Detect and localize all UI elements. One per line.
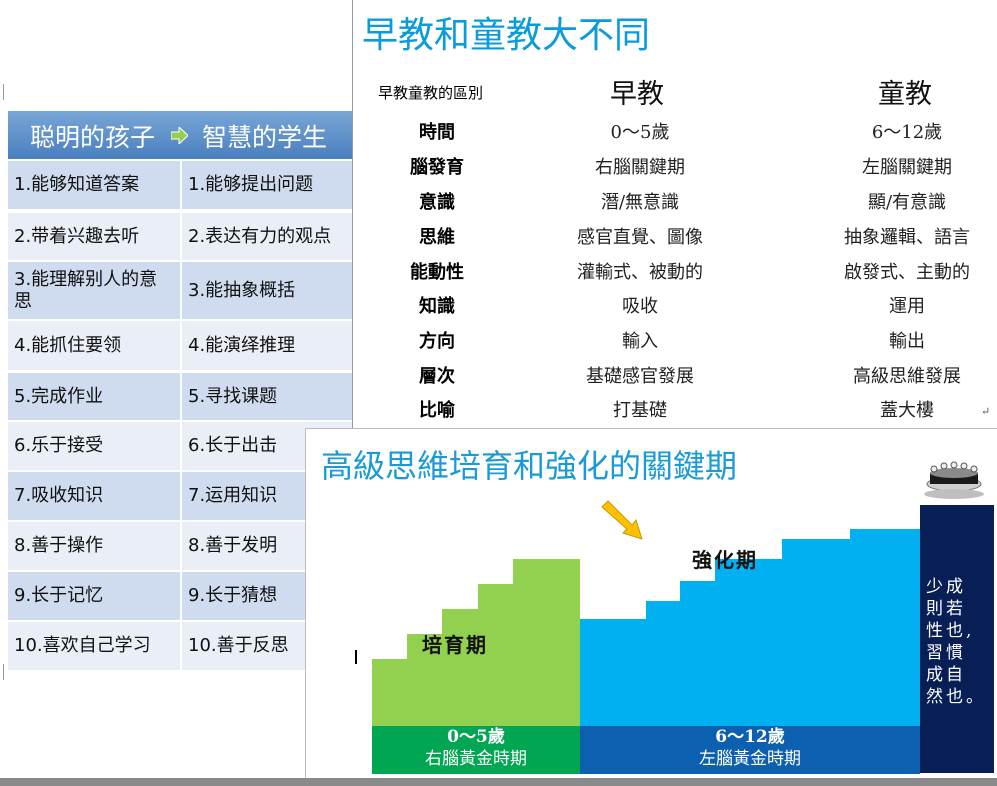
quote-line: 成自 [926,665,966,685]
stage2-label: 強化期 [692,548,758,572]
comparison-child-value: 6～12歲 [871,122,943,143]
table-row: 4.能抓住要领 4.能演绎推理 [8,321,353,370]
comparison-row-label: 時間 [419,122,455,143]
comparison-early-value: 潛/無意識 [600,192,680,213]
row-smart-child: 7.吸收知识 [8,472,180,520]
comparison-row-label: 比喻 [419,400,455,421]
margin-mark [3,664,4,680]
comparison-panel-border [352,0,997,428]
table-header: 聪明的孩子 智慧的学生 [8,111,353,159]
quote-line: 然也。 [926,687,986,707]
col-early-header: 早教 [610,79,664,110]
comparison-child-value: 蓋大樓 [880,400,934,421]
row-smart-child: 5.完成作业 [8,373,180,420]
comparison-early-value: 右腦關鍵期 [595,157,685,178]
table-row: 8.善于操作 8.善于发明 [8,522,353,570]
row-smart-child: 1.能够知道答案 [8,161,180,209]
comparison-row-label: 知識 [419,296,455,317]
comparison-header-label: 早教童教的區別 [378,84,484,102]
stage1-label: 培育期 [422,633,488,657]
row-smart-child: 9.长于记忆 [8,572,180,620]
col-child-header: 童教 [878,79,932,110]
staircase-graphic [372,461,984,774]
band1-text: 0～5歲 右腦黃金時期 [372,726,580,774]
quote-line: 性也, [926,621,975,641]
band2-desc: 左腦黃金時期 [699,749,801,769]
quote-line: 習慣 [926,643,966,663]
stage2-steps [580,529,920,726]
row-wise-student: 4.能演绎推理 [182,321,353,370]
comparison-early-value: 打基礎 [613,400,667,421]
comparison-title: 早教和童教大不同 [362,15,651,56]
band2 [580,726,920,774]
bottom-bar [0,778,997,786]
row-smart-child: 8.善于操作 [8,522,180,570]
row-smart-child: 3.能理解别人的意思 [8,262,180,319]
header-right: 智慧的学生 [202,123,328,152]
comparison-child-value: 抽象邏輯、語言 [844,227,970,248]
table-row: 5.完成作业 5.寻找课题 [8,373,353,420]
row-smart-child: 2.带着兴趣去听 [8,213,180,260]
comparison-early-value: 基礎感官發展 [586,366,694,387]
comparison-early-value: 感官直覺、圖像 [577,227,703,248]
quote-line: 則若 [926,599,966,619]
comparison-row-label: 層次 [419,366,455,387]
margin-mark [3,84,4,100]
vertical-quote: 少成 則若 性也, 習慣 成自 然也。 [920,505,994,773]
row-smart-child: 4.能抓住要领 [8,321,180,370]
comparison-early-value: 輸入 [622,331,658,352]
row-smart-child: 10.喜欢自己学习 [8,622,180,670]
arrow-down-right-icon [601,500,643,540]
comparison-row-label: 意識 [419,192,455,213]
critical-period-chart: 高級思維培育和強化的關鍵期 培育期 強化期 0～5歲 右腦黃金時期 6～12歲 … [305,428,997,779]
table-row: 7.吸收知识 7.运用知识 [8,472,353,520]
table-row: 2.带着兴趣去听 2.表达有力的观点 [8,213,353,260]
band1 [372,726,580,774]
table-row: 9.长于记忆 9.长于猜想 [8,572,353,620]
return-mark-icon: ↵ [981,405,991,418]
comparison-early-value: 0～5歲 [610,122,670,143]
comparison-row-label: 腦發育 [410,157,464,178]
comparison-row-label: 能動性 [410,262,464,283]
cursor-mark [355,650,357,664]
table-row: 1.能够知道答案 1.能够提出问题 [8,161,353,209]
row-wise-student: 3.能抽象概括 [182,262,353,319]
comparison-early-value: 灌輸式、被動的 [577,262,703,283]
comparison-row-label: 方向 [419,331,455,352]
comparison-child-value: 運用 [889,296,925,317]
arrow-right-icon [171,127,188,144]
band1-desc: 右腦黃金時期 [425,749,527,769]
band2-text: 6～12歲 左腦黃金時期 [580,726,920,774]
comparison-child-value: 輸出 [889,331,925,352]
stage1-steps [372,559,580,726]
row-wise-student: 2.表达有力的观点 [182,213,353,260]
band1-age: 0～5歲 [447,727,505,747]
row-smart-child: 6.乐于接受 [8,422,180,470]
table-row: 3.能理解别人的意思 3.能抽象概括 [8,262,353,319]
row-wise-student: 5.寻找课题 [182,373,353,420]
table-row: 6.乐于接受 6.长于出击 [8,422,353,470]
comparison-early-value: 吸收 [622,296,658,317]
quote-line: 少成 [926,577,966,597]
header-left: 聪明的孩子 [30,123,156,152]
crown-icon [924,461,984,499]
comparison-child-value: 高級思維發展 [853,366,961,387]
comparison-child-value: 顯/有意識 [867,192,947,213]
comparison-row-label: 思維 [419,227,455,248]
comparison-child-value: 左腦關鍵期 [862,157,952,178]
comparison-child-value: 啟發式、主動的 [844,262,970,283]
row-wise-student: 1.能够提出问题 [182,161,353,209]
chart-title: 高級思維培育和強化的關鍵期 [321,447,738,485]
band2-age: 6～12歲 [715,727,785,747]
table-row: 10.喜欢自己学习 10.善于反思 [8,622,353,670]
